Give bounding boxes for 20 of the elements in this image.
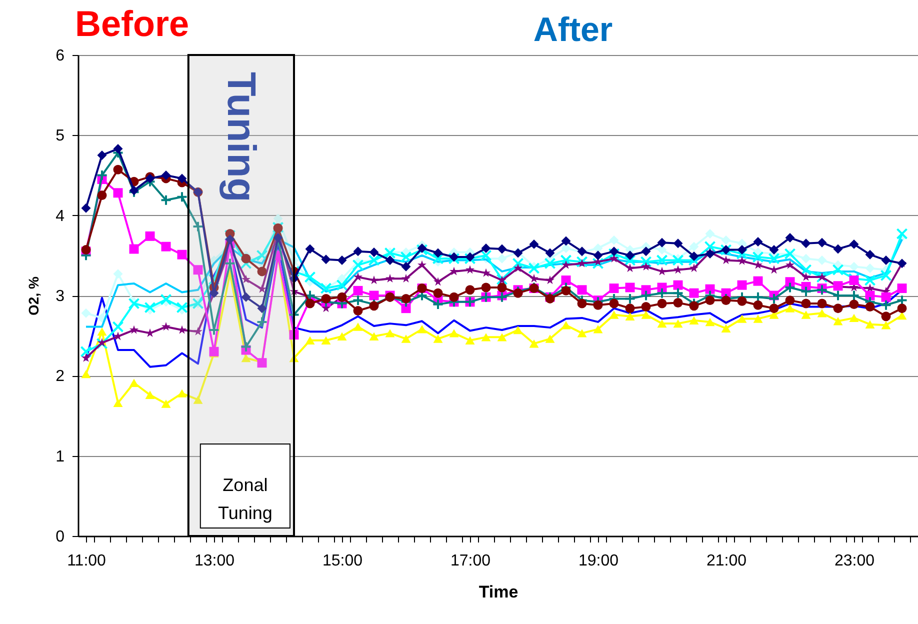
y-tick-label: 1 xyxy=(56,448,65,466)
y-tick-label: 4 xyxy=(56,208,65,225)
x-tick-label: 19:00 xyxy=(578,552,619,570)
x-tick-label: 21:00 xyxy=(706,552,747,570)
x-axis-title: Time xyxy=(478,582,518,602)
x-tick-label: 17:00 xyxy=(450,552,491,570)
x-tick-label: 13:00 xyxy=(194,552,235,570)
y-axis-title: O2, % xyxy=(26,276,42,316)
y-tick-label: 3 xyxy=(56,288,65,305)
y-tick-label: 0 xyxy=(56,528,65,546)
annotation: Tuning xyxy=(219,72,263,202)
text: After xyxy=(533,11,613,49)
y-tick-label: 6 xyxy=(56,48,65,64)
x-tick-label: 11:00 xyxy=(67,552,106,570)
text: Before xyxy=(74,3,190,44)
y-tick-label: 2 xyxy=(56,368,65,386)
y-tick-label: 5 xyxy=(56,128,65,145)
x-tick-label: 23:00 xyxy=(834,552,875,570)
band-label: Zonal Tuning xyxy=(218,475,272,523)
x-tick-label: 15:00 xyxy=(322,552,363,570)
